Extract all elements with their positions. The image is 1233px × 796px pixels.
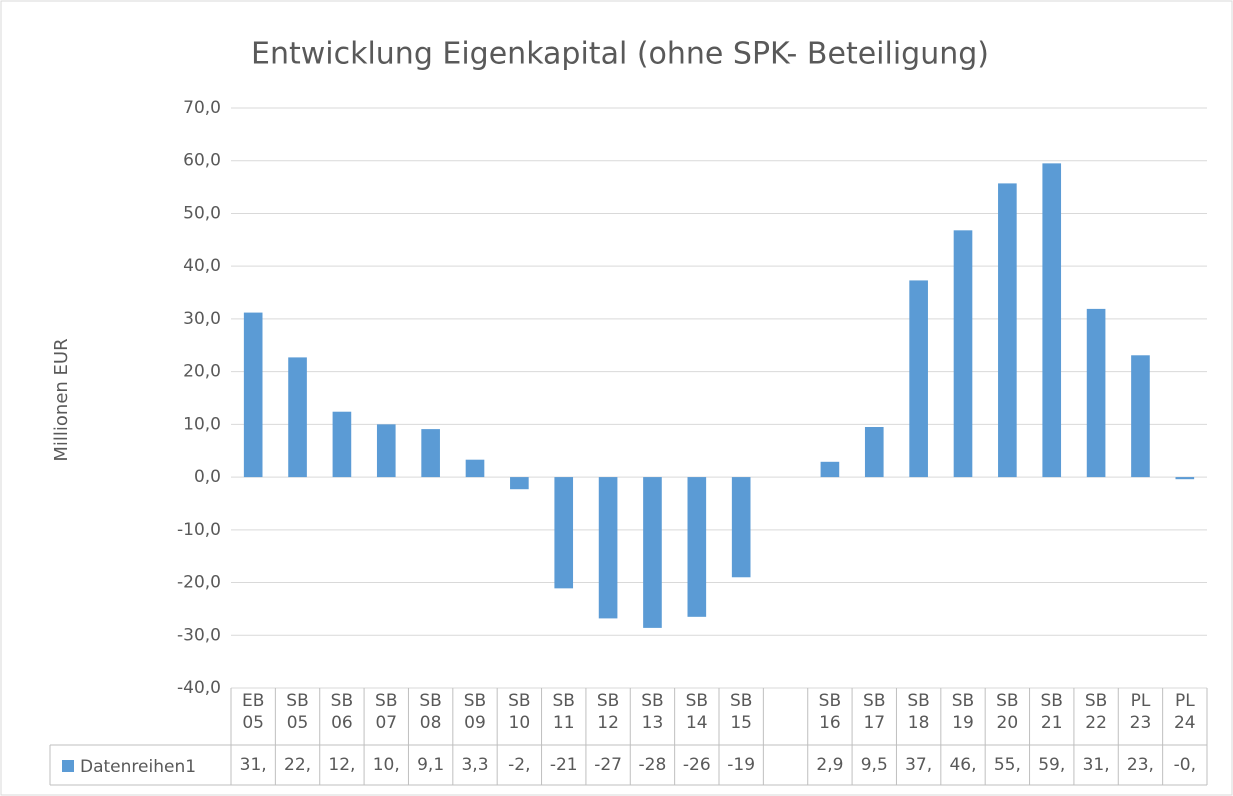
- y-axis-label: Millionen EUR: [51, 338, 72, 461]
- bar: [332, 411, 352, 478]
- x-tick-label: SB 14: [685, 691, 709, 733]
- bar: [864, 427, 884, 478]
- bar: [465, 459, 485, 478]
- x-tick-label: SB 05: [286, 691, 309, 733]
- x-tick-label: SB 17: [863, 691, 886, 733]
- value-label: -2,: [508, 755, 531, 775]
- x-tick-label: SB 06: [330, 691, 354, 733]
- y-tick-label: 30,0: [183, 309, 221, 329]
- value-label: 31,: [1082, 755, 1110, 775]
- bar: [554, 477, 574, 589]
- y-tick-label: 0,0: [194, 467, 221, 487]
- value-label: 3,3: [461, 755, 489, 775]
- x-tick-label: SB 16: [818, 691, 842, 733]
- bar: [421, 429, 440, 478]
- value-label: 9,1: [417, 755, 445, 775]
- value-label: -26: [682, 755, 711, 775]
- value-label: 59,: [1038, 755, 1066, 775]
- value-label: 12,: [328, 755, 356, 775]
- y-tick-label: 50,0: [183, 203, 221, 223]
- value-label: 31,: [239, 755, 267, 775]
- y-tick-label: -20,0: [177, 573, 221, 593]
- chart-title: Entwicklung Eigenkapital (ohne SPK- Bete…: [251, 37, 989, 72]
- x-tick-label: SB 09: [463, 691, 487, 733]
- x-tick-label: SB 21: [1040, 691, 1063, 733]
- bar: [510, 477, 529, 490]
- x-tick-label: EB 05: [241, 691, 265, 733]
- value-label: -28: [638, 755, 667, 775]
- x-tick-label: PL 23: [1129, 691, 1152, 733]
- y-tick-label: -30,0: [177, 625, 221, 645]
- value-label: 22,: [284, 755, 312, 775]
- x-tick-label: SB 11: [552, 691, 575, 733]
- bar: [953, 230, 973, 478]
- x-tick-label: SB 08: [419, 691, 442, 733]
- value-label: -19: [727, 755, 756, 775]
- x-tick-label: SB 12: [596, 691, 620, 733]
- x-tick-label: SB 10: [508, 691, 531, 733]
- bar: [376, 424, 396, 478]
- value-label: -27: [594, 755, 622, 775]
- x-tick-label: SB 18: [907, 691, 930, 733]
- x-tick-label: SB 19: [951, 691, 975, 733]
- x-tick-label: PL 24: [1173, 691, 1196, 733]
- value-label: 10,: [372, 755, 400, 775]
- value-label: 2,9: [816, 755, 844, 775]
- value-label: -21: [549, 755, 578, 775]
- bar: [1042, 163, 1062, 478]
- value-label: 46,: [949, 755, 977, 775]
- y-tick-label: -40,0: [177, 678, 221, 698]
- bar: [1086, 308, 1106, 478]
- x-tick-label: SB 15: [729, 691, 753, 733]
- bar: [687, 477, 707, 617]
- x-tick-label: SB 20: [996, 691, 1019, 733]
- value-label: 23,: [1126, 755, 1154, 775]
- bar: [643, 477, 662, 628]
- value-label: 55,: [993, 755, 1021, 775]
- bar: [243, 312, 263, 478]
- value-label: 9,5: [860, 755, 888, 775]
- legend-key: [62, 760, 74, 772]
- bar: [598, 477, 618, 619]
- x-tick-label: SB 07: [375, 691, 398, 733]
- y-tick-label: 70,0: [183, 98, 221, 118]
- y-tick-label: 60,0: [183, 151, 221, 171]
- bar: [288, 357, 307, 478]
- y-tick-label: 20,0: [183, 362, 221, 382]
- value-label: -0,: [1173, 755, 1196, 775]
- value-label: 37,: [905, 755, 933, 775]
- bar: [731, 477, 751, 578]
- y-tick-label: -10,0: [177, 520, 221, 540]
- bar: [820, 461, 840, 478]
- bar: [909, 280, 928, 478]
- x-tick-label: SB 22: [1084, 691, 1108, 733]
- y-tick-label: 10,0: [183, 414, 221, 434]
- legend-label: Datenreihen1: [80, 757, 196, 777]
- x-tick-label: SB 13: [641, 691, 664, 733]
- bar: [998, 183, 1017, 478]
- y-tick-label: 40,0: [183, 256, 221, 276]
- bar: [1131, 355, 1150, 478]
- bar: [1175, 477, 1195, 480]
